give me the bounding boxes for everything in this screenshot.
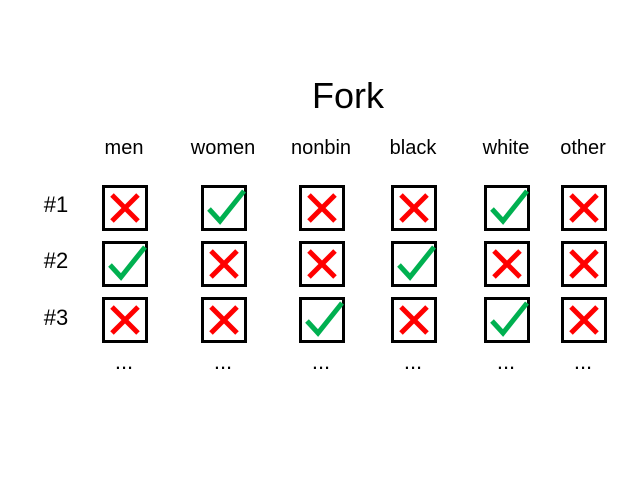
- cross-icon: [209, 305, 239, 335]
- cell-row3-black: [391, 297, 437, 343]
- cross-icon: [569, 249, 599, 279]
- cell-row1-nonbin: [299, 185, 345, 231]
- cell-row2-nonbin: [299, 241, 345, 287]
- check-icon: [305, 301, 344, 337]
- column-header-white: white: [482, 137, 530, 159]
- ellipsis-black: ...: [403, 349, 423, 374]
- check-icon: [397, 245, 436, 281]
- cross-icon: [307, 193, 337, 223]
- cell-row1-other: [561, 185, 607, 231]
- cell-row3-men: [102, 297, 148, 343]
- cell-row3-nonbin: [299, 297, 345, 343]
- cross-icon: [569, 305, 599, 335]
- cross-icon: [399, 305, 429, 335]
- cross-icon: [110, 193, 140, 223]
- check-icon: [490, 301, 529, 337]
- cross-icon: [492, 249, 522, 279]
- cell-row2-women: [201, 241, 247, 287]
- row-label-2: #2: [43, 248, 69, 273]
- cell-row2-other: [561, 241, 607, 287]
- cell-row3-women: [201, 297, 247, 343]
- cross-icon: [110, 305, 140, 335]
- row-label-1: #1: [43, 192, 69, 217]
- cell-row1-black: [391, 185, 437, 231]
- ellipsis-nonbin: ...: [311, 349, 331, 374]
- cell-row3-other: [561, 297, 607, 343]
- cell-row2-men: [102, 241, 148, 287]
- column-header-black: black: [389, 137, 437, 159]
- ellipsis-other: ...: [573, 349, 593, 374]
- column-header-other: other: [560, 137, 606, 159]
- ellipsis-white: ...: [496, 349, 516, 374]
- row-label-3: #3: [43, 305, 69, 330]
- check-icon: [108, 245, 147, 281]
- diagram-title: Fork: [312, 75, 384, 116]
- check-icon: [207, 189, 246, 225]
- cross-icon: [399, 193, 429, 223]
- cross-icon: [307, 249, 337, 279]
- check-icon: [490, 189, 529, 225]
- cell-row3-white: [484, 297, 530, 343]
- cross-icon: [209, 249, 239, 279]
- cell-row1-white: [484, 185, 530, 231]
- cell-row2-black: [391, 241, 437, 287]
- cell-row1-women: [201, 185, 247, 231]
- column-header-women: women: [190, 137, 256, 159]
- column-header-men: men: [104, 137, 144, 159]
- cross-icon: [569, 193, 599, 223]
- ellipsis-women: ...: [213, 349, 233, 374]
- cell-row2-white: [484, 241, 530, 287]
- column-header-nonbin: nonbin: [290, 137, 352, 159]
- ellipsis-men: ...: [114, 349, 134, 374]
- cell-row1-men: [102, 185, 148, 231]
